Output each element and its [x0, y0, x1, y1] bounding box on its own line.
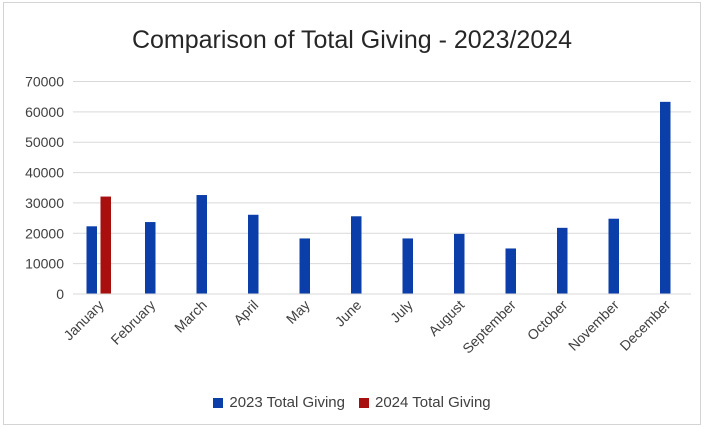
x-tick-label: February	[107, 297, 158, 348]
bar-2023	[454, 233, 465, 294]
x-tick-label: November	[565, 297, 622, 354]
y-tick-label: 10000	[25, 256, 64, 272]
legend-item-2023: 2023 Total Giving	[213, 394, 345, 411]
x-tick-label: October	[524, 297, 571, 344]
legend-swatch-2023	[213, 397, 224, 408]
bar-2023	[557, 227, 568, 294]
legend-label-2023: 2023 Total Giving	[229, 394, 345, 411]
legend-item-2024: 2024 Total Giving	[359, 394, 491, 411]
bar-2023	[660, 101, 671, 294]
x-tick-label: August	[425, 297, 467, 339]
x-tick-label: March	[171, 297, 210, 336]
x-tick-label: April	[230, 297, 261, 328]
bar-2023	[402, 238, 413, 294]
y-tick-label: 70000	[25, 74, 64, 90]
bar-2023	[196, 195, 207, 294]
y-tick-label: 40000	[25, 165, 64, 181]
bar-2023	[608, 218, 619, 294]
x-tick-label: September	[459, 297, 519, 357]
y-tick-label: 30000	[25, 195, 64, 211]
bar-2023	[299, 238, 310, 294]
chart-frame	[3, 2, 701, 425]
bar-2023	[505, 248, 516, 294]
y-tick-label: 0	[56, 286, 64, 302]
x-tick-label: May	[283, 297, 313, 327]
x-tick-label: June	[332, 297, 365, 330]
x-tick-label: July	[387, 297, 416, 326]
bar-2023	[351, 216, 362, 294]
bar-2024	[100, 196, 111, 294]
bar-2023	[145, 222, 156, 294]
legend-label-2024: 2024 Total Giving	[375, 394, 491, 411]
chart-title: Comparison of Total Giving - 2023/2024	[131, 26, 573, 54]
x-tick-label: December	[616, 297, 673, 354]
bar-2023	[86, 226, 97, 294]
x-tick-label: January	[60, 297, 107, 344]
y-tick-label: 60000	[25, 104, 64, 120]
legend: 2023 Total Giving 2024 Total Giving	[0, 394, 704, 411]
legend-swatch-2024	[359, 397, 369, 408]
bar-2023	[248, 214, 259, 294]
y-tick-label: 50000	[25, 134, 64, 150]
y-tick-label: 20000	[25, 225, 64, 241]
